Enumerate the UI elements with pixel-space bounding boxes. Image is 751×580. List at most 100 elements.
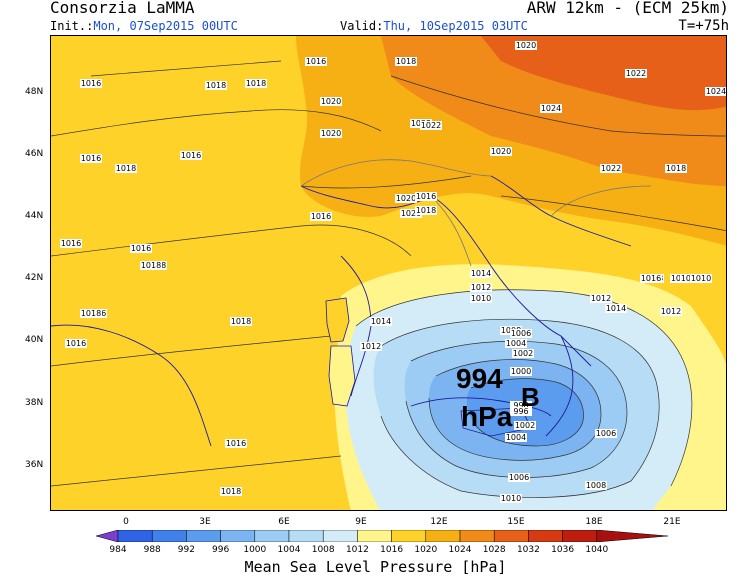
- isobar-label-text: 1016: [81, 154, 101, 163]
- isobar-label-text: 1022: [626, 69, 646, 78]
- latitude-label: 36N: [25, 460, 44, 470]
- isobar-label: 1022: [600, 164, 622, 173]
- isobar-label: 1002: [512, 349, 534, 358]
- isobar-label-text: 1020: [321, 97, 341, 106]
- isobar-label: 1018: [140, 261, 162, 270]
- isobar-label-text: 1018: [416, 206, 436, 215]
- isobar-label: 1016: [310, 212, 332, 221]
- colorbar-level-label: 1020: [414, 545, 438, 555]
- isobar-label-text: 1022: [601, 164, 621, 173]
- isobar-label-text: 1018: [116, 164, 136, 173]
- colorbar-segment: [220, 530, 256, 542]
- isobar-label-text: 1012: [361, 342, 381, 351]
- isobar-label: 1022: [420, 121, 442, 130]
- isobar-label-text: 1020: [516, 41, 536, 50]
- isobar-label-text: 1010: [471, 294, 491, 303]
- red-orange-zone: [481, 36, 726, 111]
- isobar-label: 1010: [470, 294, 492, 303]
- colorbar-segment: [117, 530, 153, 542]
- isobar-label-text: 1014: [471, 269, 491, 278]
- isobar-label-text: 1024: [541, 104, 561, 113]
- isobar-label: 1016: [80, 79, 102, 88]
- isobar-label-text: 1016: [181, 151, 201, 160]
- isobar-label-text: 1018: [206, 81, 226, 90]
- isobar-label-text: 1016: [81, 79, 101, 88]
- isobar-label-text: 1020: [491, 147, 511, 156]
- isobar-label-text: 1016: [311, 212, 331, 221]
- isobar-label-text: 1014: [606, 304, 626, 313]
- isobar-label-text: 1000: [511, 367, 531, 376]
- isobar-label: 1006: [595, 429, 617, 438]
- isobar-label: 1014: [605, 304, 627, 313]
- colorbar-title: Mean Sea Level Pressure [hPa]: [244, 558, 507, 576]
- isobar-label-text: 1002: [515, 421, 535, 430]
- colorbar: [96, 530, 668, 542]
- colorbar-high-arrow: [596, 530, 668, 542]
- isobar-label-text: 1014: [371, 317, 391, 326]
- borders: [300, 159, 652, 267]
- isobar-label: 1002: [514, 421, 536, 430]
- isobar-label: 1006: [508, 473, 530, 482]
- isobar-label: 1016: [130, 244, 152, 253]
- isobar-label: 1018: [415, 206, 437, 215]
- colorbar-level-label: 1000: [243, 545, 267, 555]
- isobar-label-text: 1018: [221, 487, 241, 496]
- isobar-label-text: 1016: [226, 439, 246, 448]
- pressure-map: 1016101810201022102410161018102010221024…: [50, 35, 727, 511]
- isobar-label: 1018: [220, 487, 242, 496]
- init-label: Init.:: [50, 19, 94, 33]
- longitude-label: 0: [123, 517, 129, 527]
- colorbar-segment: [322, 530, 358, 542]
- isobar-label: 1016: [60, 239, 82, 248]
- colorbar-level-label: 1012: [345, 545, 369, 555]
- colorbar-level-label: 996: [212, 545, 230, 555]
- colorbar-segment: [357, 530, 392, 542]
- isobar-label: 1020: [395, 194, 417, 203]
- colorbar-segment: [459, 530, 495, 542]
- isobar-label-text: 1004: [506, 433, 526, 442]
- colorbar-segment: [254, 530, 290, 542]
- longitude-label: 9E: [355, 517, 367, 527]
- isobar-label-text: 1016: [131, 244, 151, 253]
- isobar-label-text: 1004: [506, 339, 526, 348]
- isobar-label: 1024: [705, 87, 726, 96]
- isobar-label-text: 1006: [596, 429, 616, 438]
- isobar-label-text: 1018: [246, 79, 266, 88]
- isobar-label: 1018: [115, 164, 137, 173]
- init-value: Mon, 07Sep2015 00UTC: [93, 19, 238, 33]
- colorbar-level-label: 1008: [311, 545, 335, 555]
- isobar-label-text: 1008: [586, 481, 606, 490]
- colorbar-level-label: 984: [109, 545, 127, 555]
- isobar-label-text: 1018: [231, 317, 251, 326]
- colorbar-level-label: 1004: [277, 545, 301, 555]
- isobar-label-text: 1020: [396, 194, 416, 203]
- isobar-label: 1016: [65, 339, 87, 348]
- isobar-label: 1016: [415, 192, 437, 201]
- colorbar-level-label: 1028: [482, 545, 506, 555]
- isobar-label-text: 1010: [691, 274, 711, 283]
- colorbar-level-label: 1024: [448, 545, 472, 555]
- isobar-label-text: 996: [513, 407, 528, 416]
- isobar-label-text: 1006: [511, 329, 531, 338]
- isobar-label-text: 1018: [396, 57, 416, 66]
- latitude-label: 42N: [25, 273, 44, 283]
- map-canvas: 1016101810201022102410161018102010221024…: [51, 36, 726, 510]
- colorbar-segment: [151, 530, 187, 542]
- isobar-label: 1012: [470, 283, 492, 292]
- init-line: Init.:Mon, 07Sep2015 00UTC: [50, 19, 238, 33]
- isobar-label-text: 1020: [321, 129, 341, 138]
- longitude-label: 18E: [585, 517, 603, 527]
- sardinia: [328, 345, 356, 407]
- isobar-label: 1014: [470, 269, 492, 278]
- isobar-label-text: 1016: [306, 57, 326, 66]
- isobar-label-text: 1012: [591, 294, 611, 303]
- isobar-label: 1020: [320, 97, 342, 106]
- corsica: [325, 297, 350, 343]
- latitude-label: 38N: [25, 398, 44, 408]
- colorbar-segment: [493, 530, 529, 542]
- colorbar-segment: [562, 530, 598, 542]
- isobar-label-text: 998: [513, 401, 528, 410]
- latitude-label: 40N: [25, 335, 44, 345]
- latitude-label: 44N: [25, 211, 44, 221]
- isobar-label: 1010: [500, 494, 522, 503]
